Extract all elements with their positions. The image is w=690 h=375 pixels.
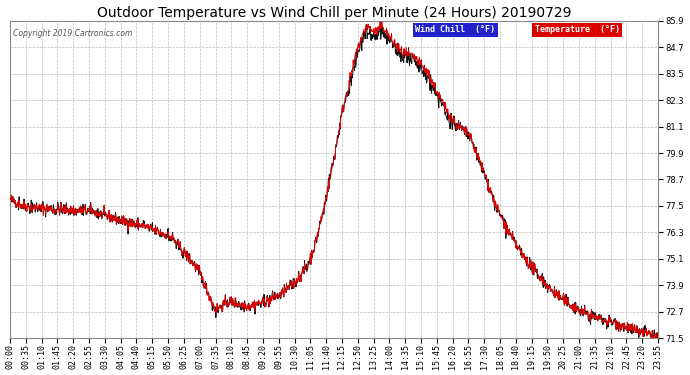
Title: Outdoor Temperature vs Wind Chill per Minute (24 Hours) 20190729: Outdoor Temperature vs Wind Chill per Mi… [97, 6, 571, 20]
Text: Temperature  (°F): Temperature (°F) [535, 26, 620, 34]
Text: Copyright 2019 Cartronics.com: Copyright 2019 Cartronics.com [13, 28, 132, 38]
Text: Wind Chill  (°F): Wind Chill (°F) [415, 26, 495, 34]
